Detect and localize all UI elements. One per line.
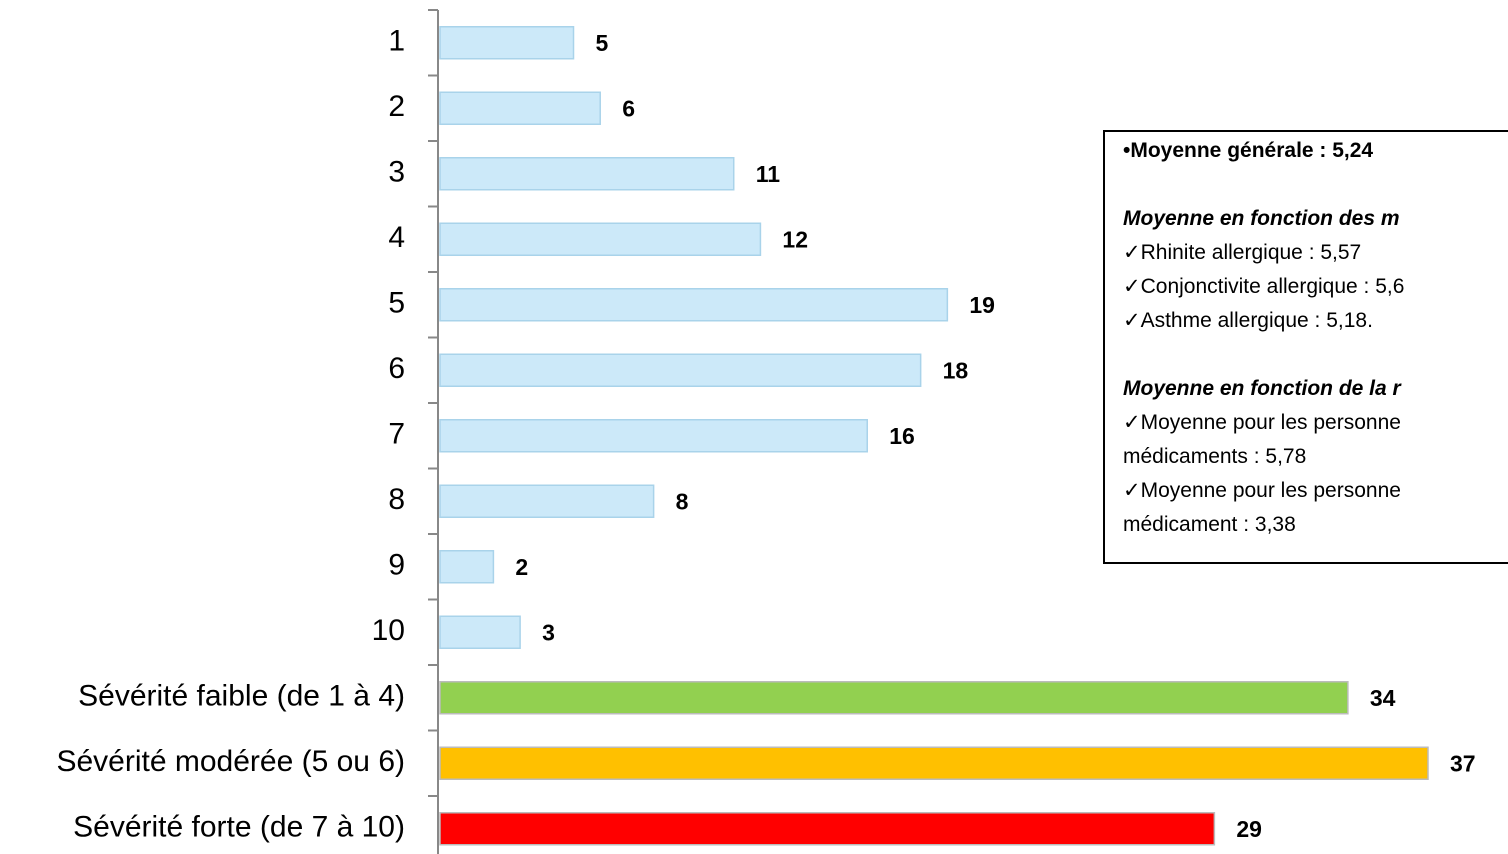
annotation-line: Moyenne en fonction de la r — [1123, 377, 1401, 400]
category-label: 9 — [388, 549, 405, 582]
value-label: 5 — [596, 30, 609, 56]
bar — [439, 222, 762, 256]
category-label: 2 — [388, 90, 405, 123]
value-label: 37 — [1450, 750, 1476, 776]
category-label: 7 — [388, 418, 405, 451]
bar — [439, 681, 1349, 715]
category-label: 6 — [388, 352, 405, 385]
spacer — [1123, 168, 1508, 202]
bar — [439, 812, 1216, 846]
category-label: 4 — [388, 221, 405, 254]
value-label: 11 — [756, 161, 781, 187]
annotation-box: •Moyenne générale : 5,24 Moyenne en fonct… — [1103, 130, 1508, 564]
annotation-line: ✓Rhinite allergique : 5,57 — [1123, 241, 1362, 264]
category-label: Sévérité forte (de 7 à 10) — [73, 811, 405, 844]
value-label: 19 — [969, 292, 995, 318]
bar — [439, 157, 735, 191]
bar — [439, 550, 495, 584]
annotation-line: médicaments : 5,78 — [1123, 445, 1307, 468]
annotation-line: •Moyenne générale : 5,24 — [1123, 139, 1374, 162]
bar — [439, 26, 575, 60]
category-label: 3 — [388, 156, 405, 189]
category-label: 1 — [388, 25, 405, 58]
category-label: 10 — [372, 614, 405, 647]
value-label: 16 — [889, 423, 915, 449]
annotation-line: ✓Moyenne pour les personne — [1123, 411, 1401, 434]
bar — [439, 419, 868, 453]
value-label: 29 — [1236, 816, 1262, 842]
category-label: Sévérité faible (de 1 à 4) — [78, 680, 405, 713]
annotation-line: Moyenne en fonction des m — [1123, 207, 1400, 230]
bar — [439, 91, 601, 125]
value-label: 2 — [515, 554, 528, 580]
bar — [439, 288, 949, 322]
spacer — [1123, 338, 1508, 372]
bar — [439, 484, 655, 518]
value-label: 12 — [782, 226, 808, 252]
annotation-line: ✓Moyenne pour les personne — [1123, 479, 1401, 502]
annotation-line: ✓Conjonctivite allergique : 5,6 — [1123, 275, 1405, 298]
value-label: 8 — [676, 488, 689, 514]
value-label: 34 — [1370, 685, 1396, 711]
category-label: Sévérité modérée (5 ou 6) — [56, 745, 405, 778]
annotation-line: médicament : 3,38 — [1123, 513, 1296, 536]
value-label: 18 — [943, 357, 969, 383]
category-label: 5 — [388, 287, 405, 320]
annotation-line: ✓Asthme allergique : 5,18. — [1123, 309, 1373, 332]
value-label: 3 — [542, 619, 555, 645]
bar — [439, 746, 1429, 780]
value-label: 6 — [622, 95, 635, 121]
category-label: 8 — [388, 483, 405, 516]
bar — [439, 615, 521, 649]
bar — [439, 353, 922, 387]
